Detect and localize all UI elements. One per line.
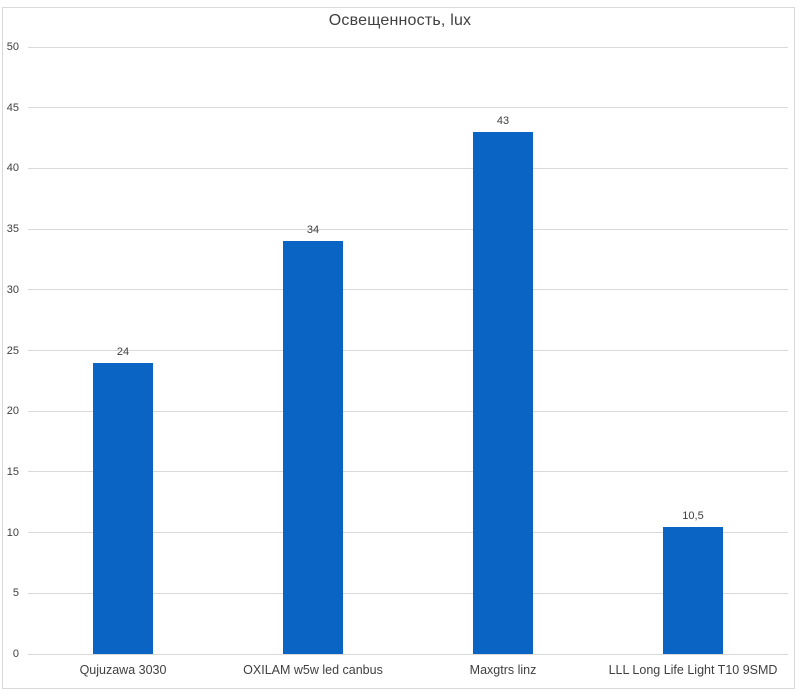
bar-value-label: 24 [116,345,130,358]
y-axis-tick-label: 15 [6,465,19,478]
y-gridline [28,532,788,534]
y-axis-tick-label: 25 [6,344,19,357]
bar-value-label: 34 [306,224,320,237]
bar-value-label: 43 [496,114,510,127]
y-axis-tick-label: 45 [6,101,19,114]
bar [93,362,153,654]
y-axis-tick-label: 35 [6,223,19,236]
y-axis-tick-label: 50 [6,41,19,53]
y-gridline [28,289,788,291]
y-gridline [28,471,788,473]
y-gridline [28,107,788,109]
y-gridline [28,228,788,230]
y-gridline [28,653,788,655]
y-axis-tick-label: 30 [6,283,19,296]
y-axis-tick-label: 10 [6,526,19,539]
y-axis-tick-label: 0 [12,648,19,660]
bar [283,241,343,654]
x-category-label: OXILAM w5w led canbus [243,663,383,677]
bar [473,131,533,654]
x-category-label: LLL Long Life Light T10 9SMD [608,663,778,677]
plot-area: 24 34 43 10,5 [28,46,788,655]
y-gridline [28,167,788,169]
y-gridline [28,410,788,412]
y-axis-tick-label: 20 [6,405,19,418]
chart-title: Освещенность, lux [328,12,472,29]
y-gridline [28,592,788,594]
bar-value-label: 10,5 [682,509,704,522]
x-category-label: Maxgtrs linz [469,663,537,677]
y-axis-tick-label: 5 [12,587,19,600]
y-gridline [28,350,788,351]
x-category-label: Qujuzawa 3030 [79,663,167,677]
y-axis-tick-label: 40 [6,162,19,175]
bar [663,526,723,654]
y-gridline [28,46,788,48]
